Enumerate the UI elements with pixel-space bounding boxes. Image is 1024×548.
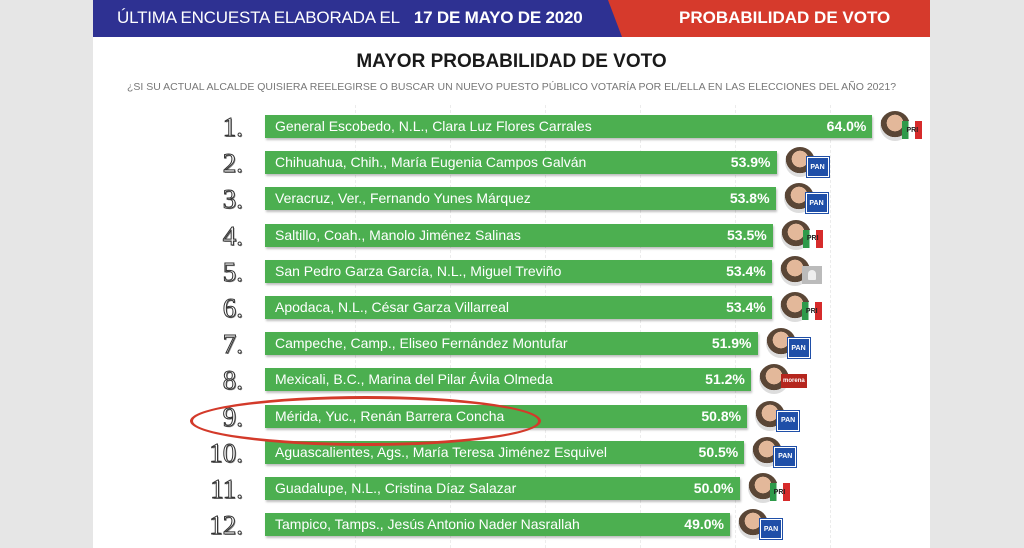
bar-label: Saltillo, Coah., Manolo Jiménez Salinas <box>275 226 521 243</box>
bar: Apodaca, N.L., César Garza Villarreal 53… <box>265 296 772 319</box>
bar-label: Aguascalientes, Ags., María Teresa Jimén… <box>275 443 608 460</box>
survey-date-text: ÚLTIMA ENCUESTA ELABORADA EL 17 DE MAYO D… <box>117 8 583 28</box>
party-logo-pan-icon: PAN <box>805 156 830 179</box>
bar-value: 53.8% <box>729 190 770 207</box>
rank-number: 11. <box>210 474 244 504</box>
bar-label: Mexicali, B.C., Marina del Pilar Ávila O… <box>275 371 553 388</box>
rank-number: 7. <box>222 329 243 360</box>
bar-label: General Escobedo, N.L., Clara Luz Flores… <box>275 118 592 134</box>
rank-number: 12. <box>209 510 244 541</box>
rank-number: 2. <box>222 148 243 179</box>
bar-value: 51.9% <box>711 335 752 352</box>
chart-title: MAYOR PROBABILIDAD DE VOTO <box>356 51 667 72</box>
party-logo-pri-icon: PRI <box>769 483 790 501</box>
bar-value: 51.2% <box>705 371 745 388</box>
bar-value: 49.0% <box>684 516 724 533</box>
bar: San Pedro Garza García, N.L., Miguel Tre… <box>265 259 772 283</box>
bar-value: 53.4% <box>726 299 766 315</box>
bar: Guadalupe, N.L., Cristina Díaz Salazar 5… <box>265 477 740 500</box>
party-logo-pan-icon: PAN <box>804 192 829 215</box>
party-logo-pri-icon: PRI <box>801 302 822 320</box>
header-bar: ÚLTIMA ENCUESTA ELABORADA EL 17 DE MAYO D… <box>93 0 930 37</box>
bar-label: Veracruz, Ver., Fernando Yunes Márquez <box>275 190 531 207</box>
bar: Tampico, Tamps., Jesús Antonio Nader Nas… <box>265 513 730 537</box>
header-red-section <box>608 0 930 37</box>
party-logo-pan-icon: PAN <box>776 409 801 432</box>
gridline <box>545 105 546 548</box>
bar: Saltillo, Coah., Manolo Jiménez Salinas … <box>265 223 773 247</box>
bar-value: 50.8% <box>701 407 742 424</box>
bar: Chihuahua, Chih., María Eugenia Campos G… <box>265 151 777 175</box>
gridline <box>450 105 451 548</box>
rank-number: 10. <box>209 437 244 468</box>
rank-number: 1. <box>222 112 243 142</box>
party-logo-pan-icon: PAN <box>759 518 783 541</box>
highlight-ellipse <box>190 396 541 446</box>
rank-number: 8. <box>222 365 243 396</box>
party-logo-pan-icon: PAN <box>786 337 811 360</box>
bar-label: Campeche, Camp., Eliseo Fernández Montuf… <box>275 335 568 352</box>
bar-label: Tampico, Tamps., Jesús Antonio Nader Nas… <box>275 516 580 533</box>
header-section-title: PROBABILIDAD DE VOTO <box>679 8 891 27</box>
bar-label: Chihuahua, Chih., María Eugenia Campos G… <box>275 154 587 171</box>
survey-date: 17 DE MAYO DE 2020 <box>413 8 583 27</box>
party-logo-ind-icon <box>801 265 822 284</box>
party-logo-pan-icon: PAN <box>773 445 798 468</box>
bar-value: 50.0% <box>693 480 734 496</box>
gridline <box>830 105 831 548</box>
rank-number: 5. <box>222 256 243 287</box>
rank-number: 4. <box>222 220 243 251</box>
gridline <box>735 105 736 548</box>
bar-label: San Pedro Garza García, N.L., Miguel Tre… <box>275 262 562 279</box>
bar-value: 64.0% <box>826 118 867 134</box>
bar-value: 53.4% <box>726 262 766 279</box>
bar-value: 50.5% <box>698 443 739 460</box>
bar-value: 53.9% <box>730 154 771 171</box>
gridline <box>355 105 356 548</box>
rank-number: 3. <box>222 184 243 215</box>
gridline <box>640 105 641 548</box>
bar: Veracruz, Ver., Fernando Yunes Márquez 5… <box>265 187 776 211</box>
bar: General Escobedo, N.L., Clara Luz Flores… <box>265 115 873 138</box>
party-logo-pri-icon: PRI <box>902 121 923 139</box>
rank-number: 6. <box>222 293 243 323</box>
bar: Mexicali, B.C., Marina del Pilar Ávila O… <box>265 368 751 392</box>
bar: Campeche, Camp., Eliseo Fernández Montuf… <box>265 332 758 356</box>
survey-label: ÚLTIMA ENCUESTA ELABORADA EL <box>117 8 400 27</box>
bar: Aguascalientes, Ags., María Teresa Jimén… <box>265 440 745 464</box>
bar-label: Apodaca, N.L., César Garza Villarreal <box>275 299 509 315</box>
party-logo-morena-icon: MORENA <box>780 374 807 389</box>
bar-label: Guadalupe, N.L., Cristina Díaz Salazar <box>275 480 517 496</box>
bar-value: 53.5% <box>727 226 767 243</box>
chart-subtitle: ¿SI SU ACTUAL ALCALDE QUISIERA REELEGIRS… <box>126 81 897 93</box>
party-logo-pri-icon: PRI <box>802 229 823 248</box>
